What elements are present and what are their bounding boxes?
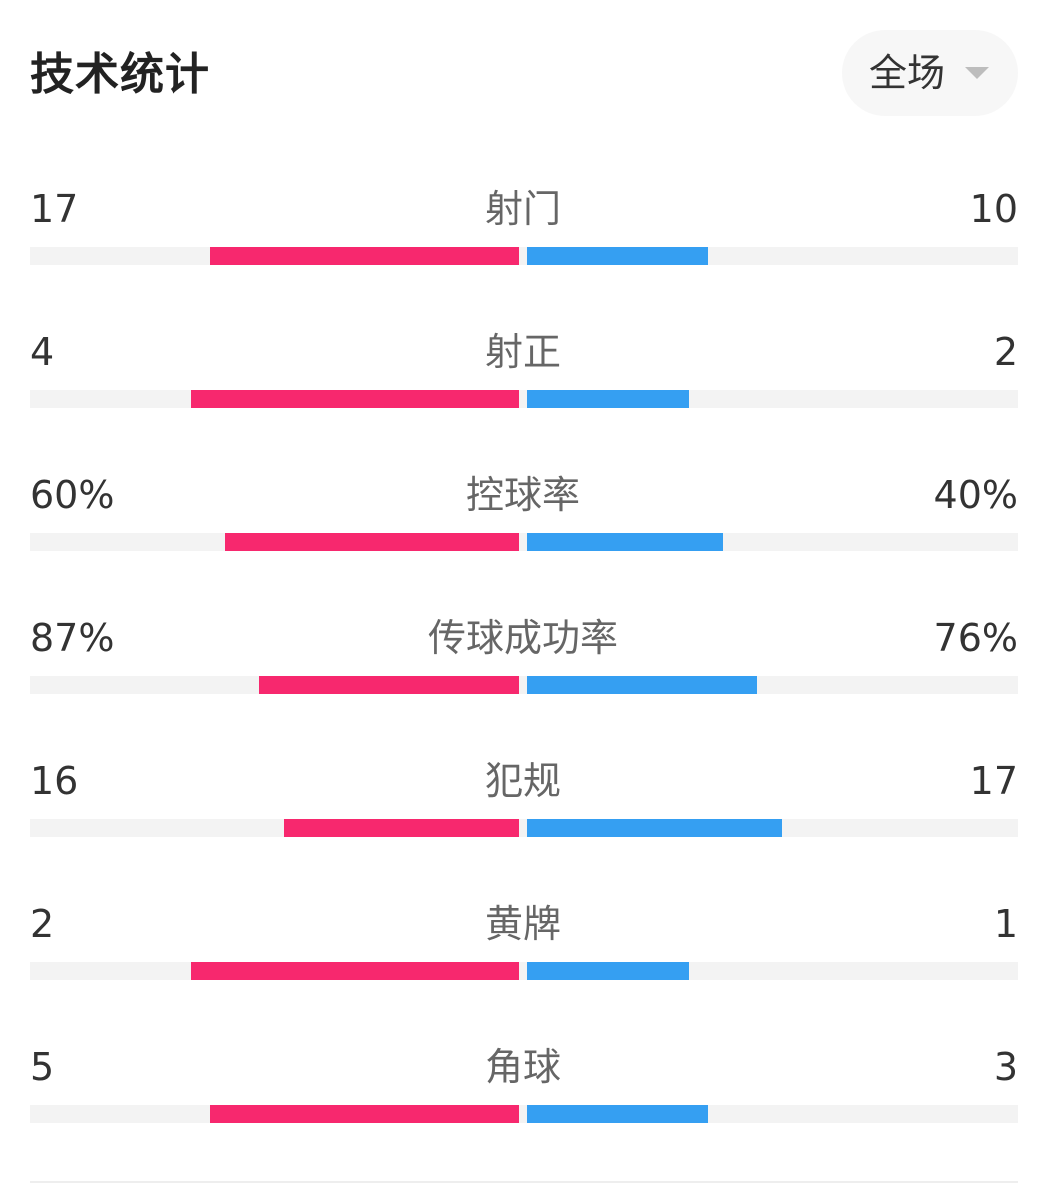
stat-row: 5 角球 3 [0,1044,1063,1154]
stat-home-value: 17 [30,187,79,231]
stat-label: 射门 [484,187,561,231]
stat-bar-away [527,390,689,408]
stat-row: 16 犯规 17 [0,758,1063,868]
stat-label: 犯规 [484,759,561,803]
stat-away-value: 3 [993,1045,1018,1089]
stat-bar-track [30,390,1018,408]
stat-home-value: 87% [30,616,115,660]
stat-label: 射正 [484,330,561,374]
stat-row: 87% 传球成功率 76% [0,615,1063,725]
stat-bar-home [210,247,519,265]
stat-label: 传球成功率 [427,616,618,660]
stat-away-value: 40% [933,473,1018,517]
stat-bar-away [527,247,708,265]
stat-bar-away [527,1105,708,1123]
stat-bar-track [30,247,1018,265]
stat-row: 2 黄牌 1 [0,901,1063,1011]
stat-home-value: 5 [30,1045,55,1089]
stat-away-value: 2 [993,330,1018,374]
bottom-divider [30,1181,1018,1183]
stat-bar-away [527,819,782,837]
stat-bar-home [210,1105,519,1123]
stat-bar-home [259,676,519,694]
stat-home-value: 2 [30,902,55,946]
stat-away-value: 76% [933,616,1018,660]
stat-bar-track [30,962,1018,980]
stat-bar-home [191,390,519,408]
stat-away-value: 1 [993,902,1018,946]
page-title: 技术统计 [30,49,210,100]
stat-bar-home [191,962,519,980]
period-selected-label: 全场 [869,51,946,95]
stat-label: 角球 [484,1045,561,1089]
stat-bar-track [30,533,1018,551]
stat-bar-track [30,676,1018,694]
stat-bar-track [30,1105,1018,1123]
stat-home-value: 4 [30,330,55,374]
period-dropdown[interactable]: 全场 [842,30,1018,116]
stat-row: 60% 控球率 40% [0,472,1063,582]
stat-bar-away [527,676,757,694]
stat-bar-home [225,533,519,551]
stat-row: 4 射正 2 [0,329,1063,439]
caret-down-icon [965,67,990,79]
stat-away-value: 10 [969,187,1018,231]
stat-bar-away [527,533,723,551]
stat-row: 17 射门 10 [0,186,1063,296]
stat-bar-away [527,962,689,980]
stat-home-value: 60% [30,473,115,517]
stat-label: 黄牌 [484,902,561,946]
stat-bar-home [284,819,519,837]
stat-label: 控球率 [465,473,580,517]
stat-bar-track [30,819,1018,837]
stat-away-value: 17 [969,759,1018,803]
stat-home-value: 16 [30,759,79,803]
